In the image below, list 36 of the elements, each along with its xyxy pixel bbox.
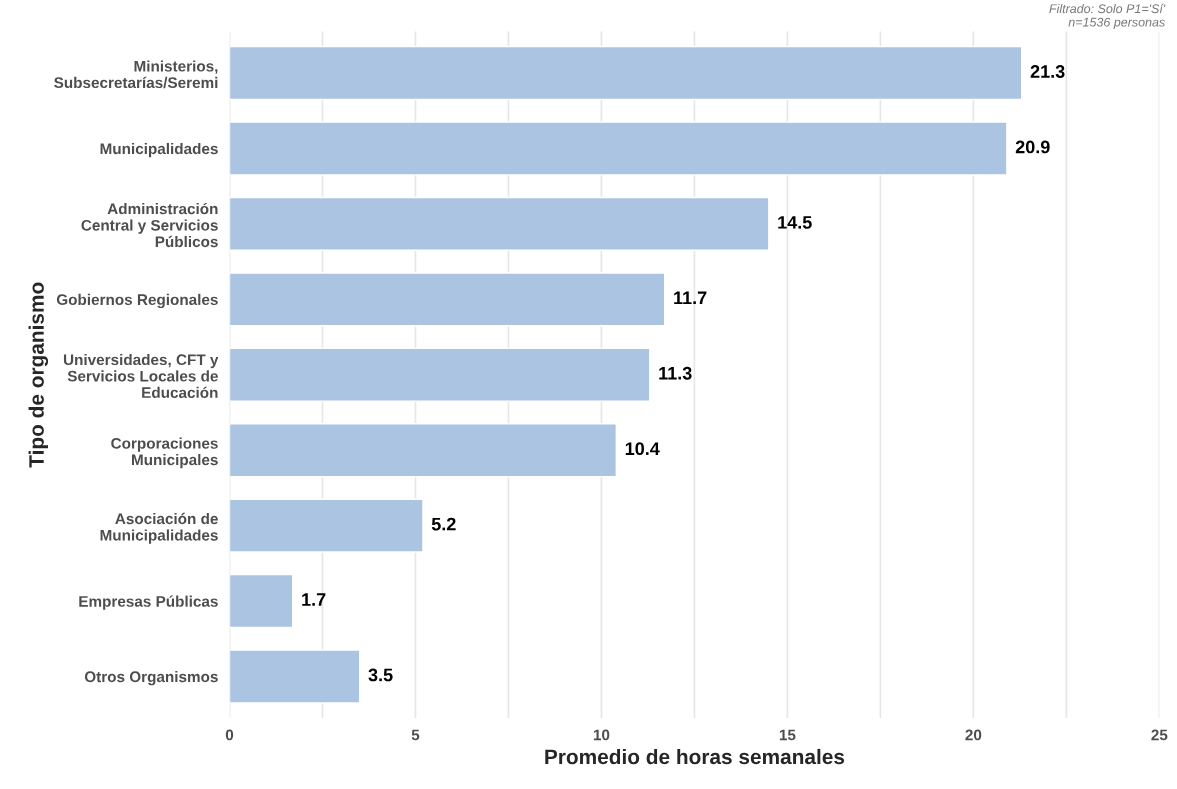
- data-label: 5.2: [431, 517, 456, 531]
- y-tick-label: Asociación de Municipalidades: [100, 512, 218, 544]
- bar: [229, 347, 651, 402]
- x-tick-label: 25: [1151, 729, 1168, 741]
- x-tick-label: 15: [779, 729, 796, 741]
- x-axis-title: Promedio de horas semanales: [545, 748, 845, 765]
- x-tick-label: 5: [411, 729, 420, 741]
- y-tick-label: Corporaciones Municipales: [111, 437, 218, 469]
- data-label: 14.5: [778, 216, 812, 229]
- y-tick-label: Ministerios, Subsecretarías/Seremi: [54, 60, 218, 89]
- bar: [229, 196, 770, 252]
- data-label: 20.9: [1015, 140, 1050, 154]
- data-label: 10.4: [625, 442, 660, 456]
- y-tick-label: Administración Central y Servicios Públicos: [81, 202, 218, 248]
- bar: [229, 649, 361, 704]
- x-tick-label: 10: [593, 729, 610, 741]
- y-tick-label: Empresas Públicas: [79, 595, 218, 610]
- data-label: 21.3: [1030, 65, 1065, 78]
- bar: [229, 45, 1023, 101]
- data-label: 1.7: [302, 593, 326, 606]
- x-tick-label: 0: [225, 729, 234, 741]
- bar: [229, 423, 618, 478]
- bar: [229, 573, 294, 629]
- bar: [229, 272, 666, 327]
- y-tick-label: Otros Organismos: [84, 670, 218, 686]
- bar: [229, 121, 1008, 176]
- bar: [229, 498, 424, 553]
- data-label: 3.5: [368, 668, 393, 682]
- y-axis-title: Tipo de organismo: [28, 282, 49, 468]
- data-label: 11.7: [674, 291, 707, 305]
- data-label: 11.3: [659, 366, 692, 380]
- y-tick-label: Universidades, CFT y Servicios Locales de Educación: [63, 353, 219, 399]
- y-tick-label: Municipalidades: [100, 142, 218, 158]
- y-tick-label: Gobiernos Regionales: [56, 293, 218, 309]
- x-tick-label: 20: [965, 729, 982, 741]
- text: Filtrado: Solo P1='Sí' n=1536 personas: [1049, 3, 1166, 30]
